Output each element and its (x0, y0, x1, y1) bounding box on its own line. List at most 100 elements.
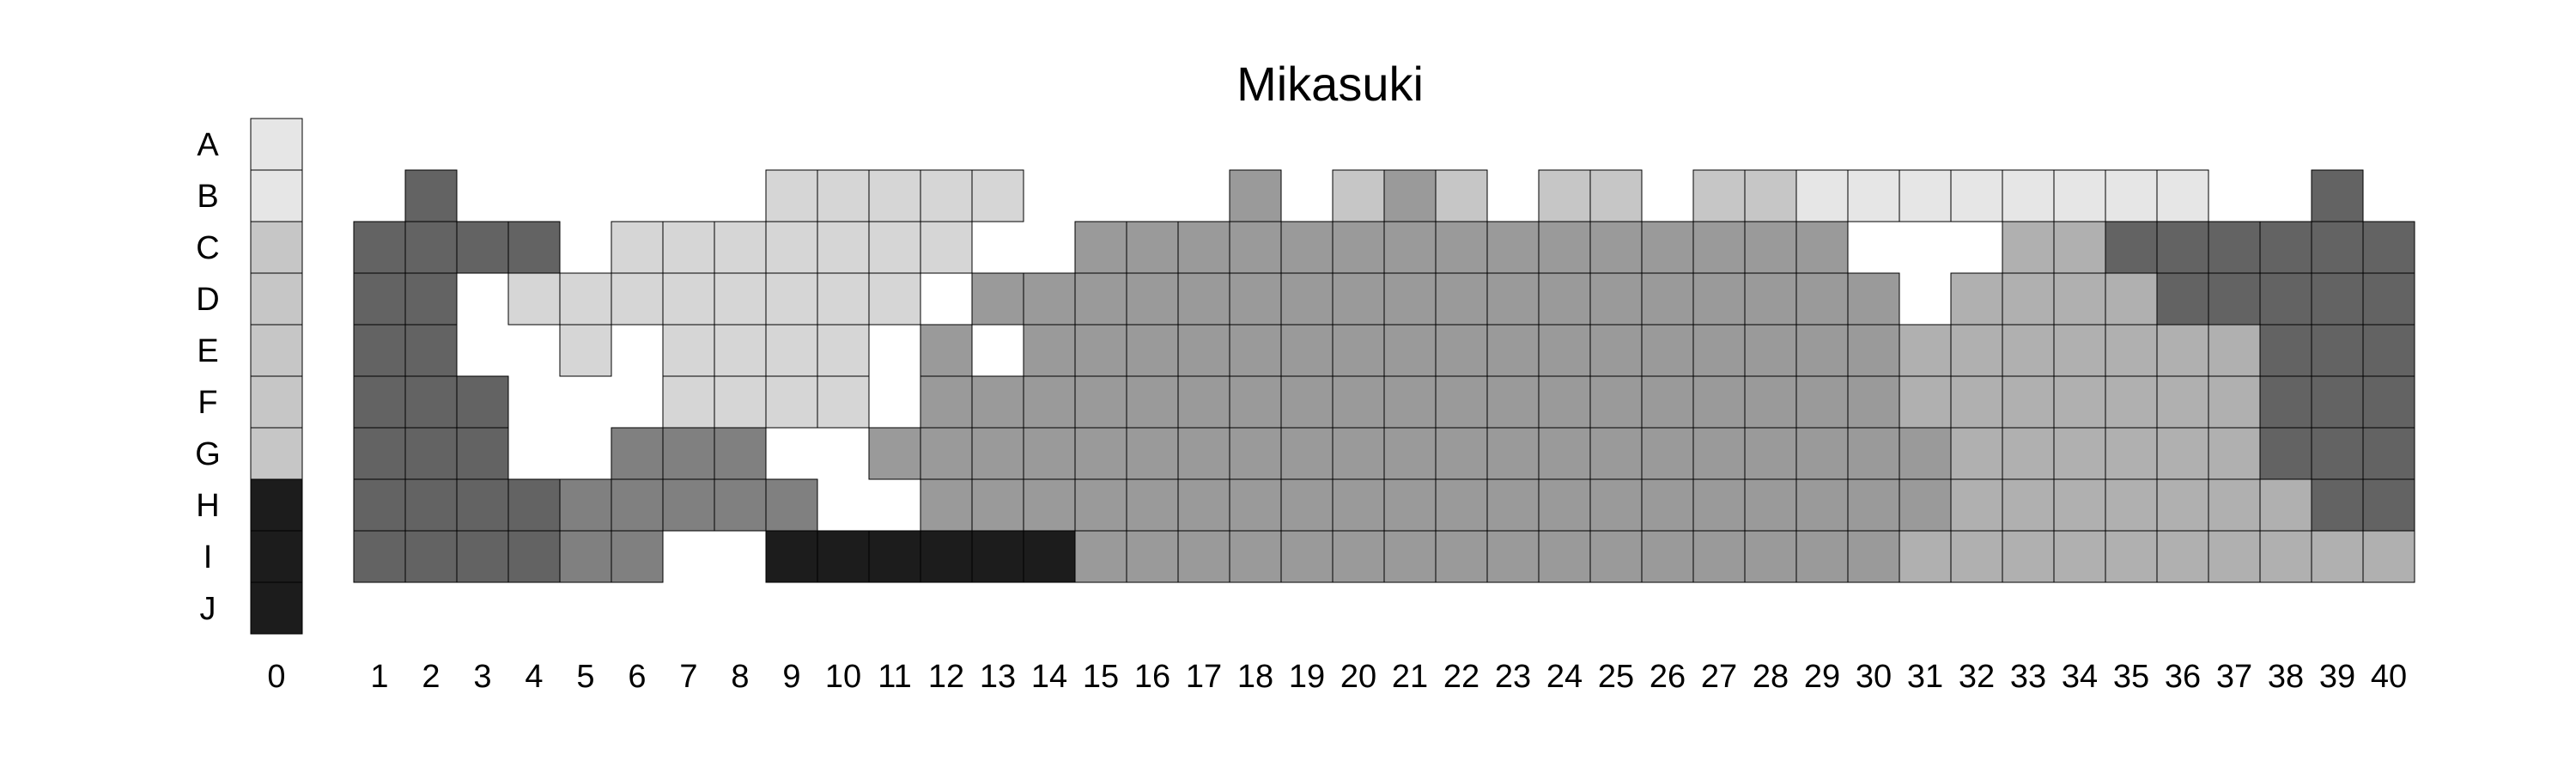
cell-f-19 (1280, 375, 1334, 429)
cell-i-5 (559, 530, 612, 583)
cell-c-28 (1744, 221, 1797, 274)
cell-c-39 (2311, 221, 2364, 274)
column-label-13: 13 (980, 659, 1016, 695)
cell-e-20 (1332, 324, 1385, 377)
cell-f-15 (1074, 375, 1127, 429)
cell-i-26 (1641, 530, 1694, 583)
column-label-19: 19 (1289, 659, 1325, 695)
cell-d-20 (1332, 272, 1385, 326)
row-label-f: F (197, 385, 217, 421)
cell-d-25 (1589, 272, 1643, 326)
cell-e-12 (920, 324, 973, 377)
cell-c-29 (1795, 221, 1849, 274)
cell-e-27 (1692, 324, 1746, 377)
cell-g-8 (714, 427, 767, 480)
cell-h-22 (1435, 478, 1488, 532)
cell-g-32 (1950, 427, 2003, 480)
cell-i-18 (1229, 530, 1282, 583)
cell-c-22 (1435, 221, 1488, 274)
cell-c-8 (714, 221, 767, 274)
cell-b-18 (1229, 169, 1282, 222)
cell-i-35 (2105, 530, 2158, 583)
cell-h-27 (1692, 478, 1746, 532)
cell-c-38 (2259, 221, 2312, 274)
cell-g-18 (1229, 427, 1282, 480)
cell-d-2 (404, 272, 458, 326)
cell-f-22 (1435, 375, 1488, 429)
column-label-34: 34 (2062, 659, 2098, 695)
column-label-38: 38 (2268, 659, 2304, 695)
cell-i-19 (1280, 530, 1334, 583)
cell-c-40 (2362, 221, 2415, 274)
cell-h-34 (2053, 478, 2106, 532)
column-label-1: 1 (370, 659, 388, 695)
cell-h-19 (1280, 478, 1334, 532)
column-label-31: 31 (1907, 659, 1943, 695)
key-column (250, 118, 303, 635)
key-cell-c (250, 221, 303, 274)
cell-b-36 (2156, 169, 2209, 222)
cell-c-15 (1074, 221, 1127, 274)
cell-e-28 (1744, 324, 1797, 377)
cell-b-25 (1589, 169, 1643, 222)
cell-b-13 (971, 169, 1024, 222)
cell-i-34 (2053, 530, 2106, 583)
cell-d-19 (1280, 272, 1334, 326)
cell-e-9 (765, 324, 818, 377)
cell-h-15 (1074, 478, 1127, 532)
cell-g-15 (1074, 427, 1127, 480)
cell-c-2 (404, 221, 458, 274)
cell-f-25 (1589, 375, 1643, 429)
cell-i-14 (1023, 530, 1076, 583)
cell-c-34 (2053, 221, 2106, 274)
cell-f-13 (971, 375, 1024, 429)
cell-e-31 (1899, 324, 1952, 377)
cell-f-7 (662, 375, 715, 429)
cell-d-26 (1641, 272, 1694, 326)
row-label-i: I (204, 539, 213, 575)
cell-f-39 (2311, 375, 2364, 429)
key-cell-d (250, 272, 303, 326)
cell-b-9 (765, 169, 818, 222)
row-label-h: H (196, 488, 219, 524)
cell-i-2 (404, 530, 458, 583)
cell-c-9 (765, 221, 818, 274)
cell-i-4 (507, 530, 561, 583)
key-cell-f (250, 375, 303, 429)
cell-f-31 (1899, 375, 1952, 429)
cell-i-33 (2002, 530, 2055, 583)
cell-h-38 (2259, 478, 2312, 532)
cell-i-3 (456, 530, 509, 583)
column-label-6: 6 (628, 659, 646, 695)
cell-d-36 (2156, 272, 2209, 326)
cell-i-40 (2362, 530, 2415, 583)
cell-i-24 (1538, 530, 1591, 583)
cell-d-30 (1847, 272, 1900, 326)
cell-h-26 (1641, 478, 1694, 532)
cell-i-25 (1589, 530, 1643, 583)
cell-g-13 (971, 427, 1024, 480)
cell-h-24 (1538, 478, 1591, 532)
cell-i-15 (1074, 530, 1127, 583)
cell-d-7 (662, 272, 715, 326)
cell-b-22 (1435, 169, 1488, 222)
cell-f-21 (1383, 375, 1437, 429)
cell-b-30 (1847, 169, 1900, 222)
cell-d-6 (611, 272, 664, 326)
cell-e-29 (1795, 324, 1849, 377)
cell-e-22 (1435, 324, 1488, 377)
cell-g-17 (1177, 427, 1230, 480)
cell-d-35 (2105, 272, 2158, 326)
cell-f-18 (1229, 375, 1282, 429)
cell-b-33 (2002, 169, 2055, 222)
cell-i-28 (1744, 530, 1797, 583)
column-label-39: 39 (2319, 659, 2355, 695)
cell-g-40 (2362, 427, 2415, 480)
cell-d-10 (817, 272, 870, 326)
cell-g-26 (1641, 427, 1694, 480)
cell-b-21 (1383, 169, 1437, 222)
cell-f-37 (2208, 375, 2261, 429)
cell-d-5 (559, 272, 612, 326)
cell-g-39 (2311, 427, 2364, 480)
cell-e-19 (1280, 324, 1334, 377)
